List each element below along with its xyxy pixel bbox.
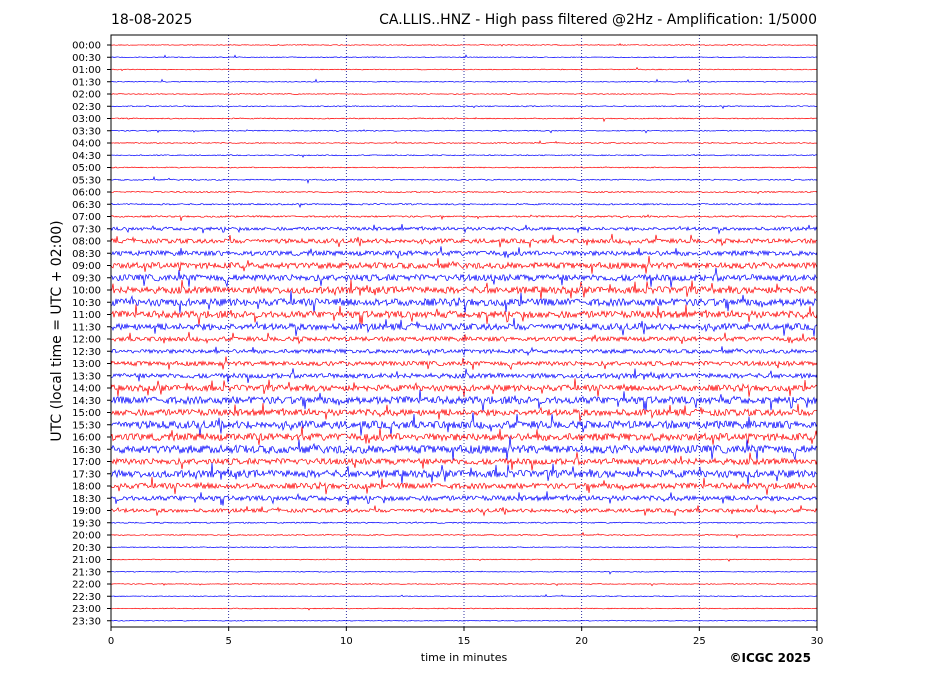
y-tick-label: 18:30 xyxy=(72,494,101,505)
trace-1130 xyxy=(110,318,818,337)
x-axis-label: time in minutes xyxy=(420,651,508,664)
trace-2000 xyxy=(110,531,818,539)
x-tick-label: 10 xyxy=(340,636,353,647)
y-tick-label: 05:00 xyxy=(72,163,101,174)
y-tick-label: 04:30 xyxy=(72,151,101,162)
trace-0330 xyxy=(110,129,818,134)
y-tick-label: 21:00 xyxy=(72,555,101,566)
date-label: 18-08-2025 xyxy=(111,12,193,28)
y-tick-label: 06:30 xyxy=(72,200,101,211)
y-tick-label: 00:00 xyxy=(72,41,101,52)
y-tick-label: 19:30 xyxy=(72,518,101,529)
y-tick-label: 03:30 xyxy=(72,126,101,137)
y-tick-label: 13:30 xyxy=(72,371,101,382)
y-tick-label: 10:30 xyxy=(72,298,101,309)
trace-1600 xyxy=(110,426,818,446)
y-tick-label: 06:00 xyxy=(72,188,101,199)
trace-0900 xyxy=(110,256,818,274)
y-tick-label: 17:30 xyxy=(72,469,101,480)
trace-0200 xyxy=(110,93,818,95)
y-tick-label: 08:30 xyxy=(72,249,101,260)
y-tick-label: 17:00 xyxy=(72,457,101,468)
trace-1200 xyxy=(110,331,818,345)
y-tick-label: 11:00 xyxy=(72,310,101,321)
x-tick-label: 30 xyxy=(811,636,824,647)
y-tick-label: 23:30 xyxy=(72,616,101,627)
y-tick-label: 13:00 xyxy=(72,359,101,370)
x-tick-label: 25 xyxy=(693,636,706,647)
y-tick-label: 09:00 xyxy=(72,261,101,272)
y-tick-label: 07:00 xyxy=(72,212,101,223)
trace-0730 xyxy=(110,224,818,235)
y-tick-label: 04:00 xyxy=(72,139,101,150)
trace-0030 xyxy=(110,54,818,59)
trace-1100 xyxy=(110,304,818,326)
trace-0100 xyxy=(110,66,818,72)
trace-0230 xyxy=(110,105,818,110)
y-tick-label: 11:30 xyxy=(72,322,101,333)
trace-1230 xyxy=(110,346,818,357)
trace-1930 xyxy=(110,521,818,524)
trace-1630 xyxy=(110,436,818,461)
y-tick-label: 09:30 xyxy=(72,273,101,284)
y-tick-label: 02:30 xyxy=(72,102,101,113)
y-tick-label: 08:00 xyxy=(72,237,101,248)
trace-0430 xyxy=(110,153,818,158)
y-tick-label: 14:30 xyxy=(72,396,101,407)
y-tick-label: 16:00 xyxy=(72,433,101,444)
trace-1430 xyxy=(110,389,818,412)
y-tick-label: 05:30 xyxy=(72,175,101,186)
x-tick-label: 20 xyxy=(575,636,588,647)
trace-1000 xyxy=(110,279,818,300)
y-tick-label: 22:30 xyxy=(72,592,101,603)
y-tick-label: 03:00 xyxy=(72,114,101,125)
trace-1400 xyxy=(110,378,818,398)
trace-2200 xyxy=(110,582,818,587)
y-tick-label: 20:00 xyxy=(72,531,101,542)
y-tick-label: 01:00 xyxy=(72,65,101,76)
x-tick-label: 0 xyxy=(108,636,114,647)
trace-0700 xyxy=(110,214,818,221)
trace-1300 xyxy=(110,356,818,371)
plot-frame xyxy=(110,34,818,628)
y-tick-label: 12:30 xyxy=(72,347,101,358)
y-tick-label: 00:30 xyxy=(72,53,101,64)
y-tick-label: 02:00 xyxy=(72,90,101,101)
trace-0130 xyxy=(110,78,818,83)
y-tick-label: 15:30 xyxy=(72,420,101,431)
y-tick-label: 01:30 xyxy=(72,77,101,88)
y-tick-label: 12:00 xyxy=(72,335,101,346)
trace-2030 xyxy=(110,546,818,549)
y-tick-label: 07:30 xyxy=(72,224,101,235)
y-tick-label: 23:00 xyxy=(72,604,101,615)
copyright-label: ©ICGC 2025 xyxy=(729,651,811,665)
chart-title: CA.LLIS..HNZ - High pass filtered @2Hz -… xyxy=(379,12,817,28)
y-tick-label: 20:30 xyxy=(72,543,101,554)
trace-0630 xyxy=(110,202,818,209)
trace-1730 xyxy=(110,462,818,485)
trace-1030 xyxy=(110,290,818,314)
trace-0800 xyxy=(110,233,818,248)
y-tick-label: 21:30 xyxy=(72,567,101,578)
trace-2100 xyxy=(110,558,818,562)
x-tick-label: 5 xyxy=(225,636,231,647)
y-tick-label: 14:00 xyxy=(72,384,101,395)
trace-1900 xyxy=(110,504,818,517)
y-tick-label: 19:00 xyxy=(72,506,101,517)
trace-1500 xyxy=(110,403,818,422)
y-tick-label: 15:00 xyxy=(72,408,101,419)
trace-0300 xyxy=(110,117,818,123)
y-tick-label: 16:30 xyxy=(72,445,101,456)
trace-1330 xyxy=(110,368,818,383)
x-tick-label: 15 xyxy=(458,636,471,647)
y-tick-label: 18:00 xyxy=(72,482,101,493)
y-tick-label: 22:00 xyxy=(72,580,101,591)
y-tick-label: 10:00 xyxy=(72,286,101,297)
